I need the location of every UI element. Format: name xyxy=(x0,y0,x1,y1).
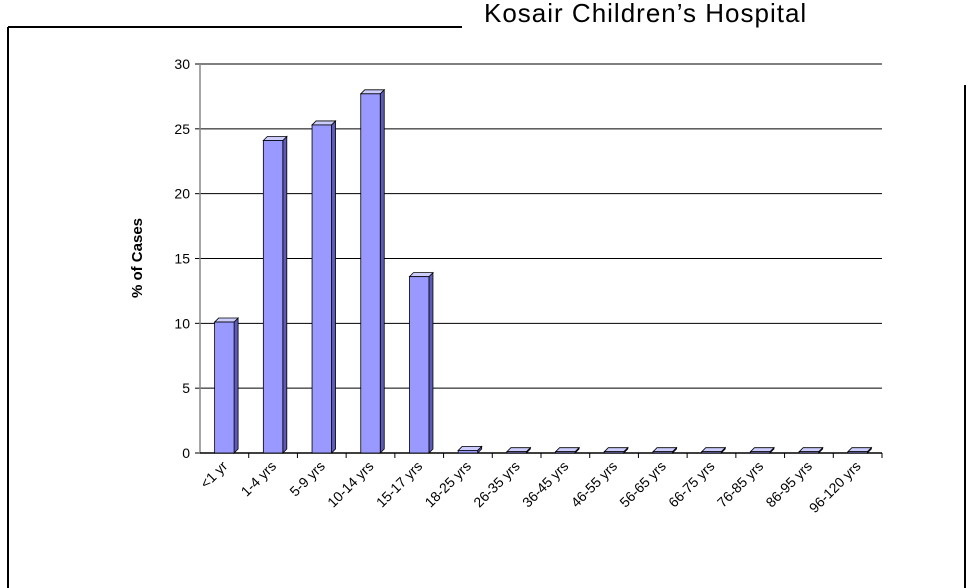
y-axis-label: % of Cases xyxy=(129,218,146,298)
bar-top xyxy=(700,447,727,453)
x-tick-label: <1 yr xyxy=(197,458,231,492)
bar xyxy=(213,317,240,454)
bar-top xyxy=(603,447,629,453)
bar-top xyxy=(749,447,775,453)
bar xyxy=(603,446,629,454)
bar-top xyxy=(652,447,678,453)
bar xyxy=(505,446,532,454)
bar xyxy=(846,446,873,454)
bar-top xyxy=(408,272,434,278)
bar-side xyxy=(331,119,336,454)
bar-front xyxy=(214,321,235,454)
x-tick-label: 66-75 yrs xyxy=(665,458,718,511)
bar-top xyxy=(846,447,873,453)
bar-front xyxy=(701,451,722,454)
y-tick-label: 20 xyxy=(174,186,190,202)
x-tick-label: 46-55 yrs xyxy=(568,458,621,511)
bar-top xyxy=(505,447,532,453)
bar-top xyxy=(457,446,483,451)
bar-front xyxy=(262,140,284,454)
bar xyxy=(359,88,386,454)
y-tick-label: 10 xyxy=(174,315,190,331)
x-tick-label: 18-25 yrs xyxy=(421,458,474,511)
bar-front xyxy=(603,451,625,454)
x-tick-label: 10-14 yrs xyxy=(324,458,377,511)
bar-side xyxy=(233,317,239,454)
x-tick-label: 26-35 yrs xyxy=(470,458,523,511)
bar-front xyxy=(555,451,576,454)
bar-side xyxy=(428,271,434,454)
x-tick-label: 15-17 yrs xyxy=(373,458,426,511)
bar xyxy=(408,271,434,454)
bar xyxy=(749,446,775,454)
bar-front xyxy=(457,450,479,454)
bar-front xyxy=(506,451,527,454)
bar xyxy=(554,446,581,454)
bar-front xyxy=(847,451,868,454)
y-tick-label: 30 xyxy=(174,56,190,72)
bar-front xyxy=(652,451,673,454)
bar-top xyxy=(798,447,824,453)
bar xyxy=(798,446,824,454)
bar-front xyxy=(311,124,332,454)
y-tick-label: 25 xyxy=(174,121,190,137)
y-tick-label: 0 xyxy=(182,445,190,461)
bar-front xyxy=(750,451,771,454)
bar-front xyxy=(360,93,381,454)
x-tick-label: 5-9 yrs xyxy=(286,458,328,500)
bar-top xyxy=(213,317,240,323)
bar xyxy=(457,445,483,454)
bar xyxy=(262,135,288,454)
y-tick-label: 5 xyxy=(182,380,190,396)
x-tick-label: 56-65 yrs xyxy=(616,458,669,511)
bar-front xyxy=(798,451,820,454)
bar xyxy=(652,446,678,454)
bar-front xyxy=(409,276,430,454)
bar-top xyxy=(359,89,386,95)
x-tick-label: 76-85 yrs xyxy=(714,458,767,511)
x-tick-label: 36-45 yrs xyxy=(519,458,572,511)
bar xyxy=(700,446,727,454)
bar-top xyxy=(554,447,581,453)
bar-side xyxy=(282,135,288,454)
x-tick-label: 96-120 yrs xyxy=(806,458,864,516)
bar-side xyxy=(379,88,385,454)
bar-top xyxy=(311,120,337,126)
bar xyxy=(311,119,337,454)
y-tick-label: 15 xyxy=(174,251,190,267)
bar-top xyxy=(262,136,288,141)
chart-title: Kosair Children’s Hospital xyxy=(484,0,807,28)
x-tick-label: 1-4 yrs xyxy=(238,458,280,500)
